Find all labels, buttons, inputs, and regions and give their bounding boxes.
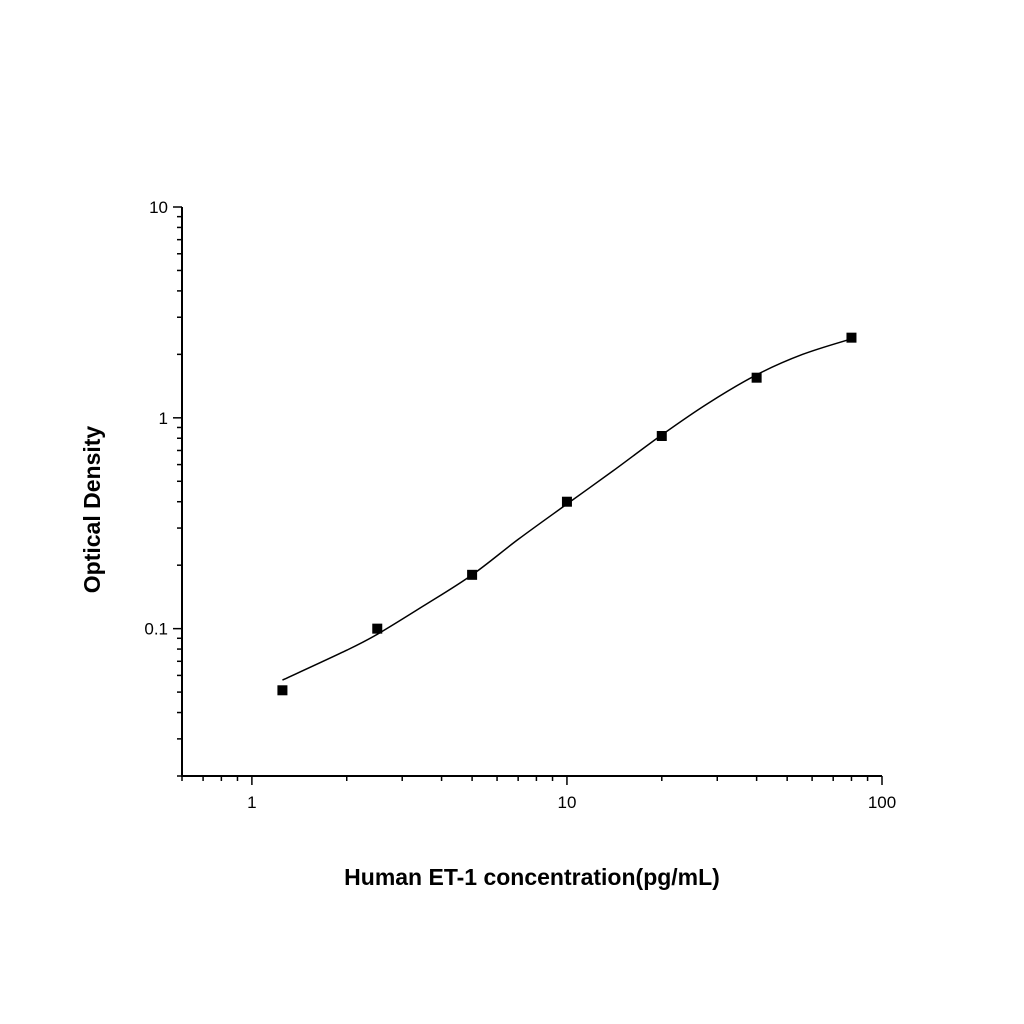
y-tick-label: 10 [149, 198, 168, 217]
data-point [656, 430, 667, 441]
y-tick-label: 1 [159, 409, 168, 428]
data-point [467, 569, 478, 580]
x-axis-title: Human ET-1 concentration(pg/mL) [344, 864, 720, 890]
fit-curve [282, 338, 852, 681]
axes: 0.1 1 10 1 10 100 [144, 198, 896, 812]
data-points-layer [277, 332, 857, 696]
fit-curve-layer [282, 338, 852, 681]
data-point [372, 623, 383, 634]
y-axis-title: Optical Density [79, 426, 105, 594]
x-tick-label: 1 [247, 793, 256, 812]
x-tick-label: 100 [868, 793, 896, 812]
y-tick-label: 0.1 [144, 620, 168, 639]
data-point [846, 332, 857, 343]
data-point [561, 496, 572, 507]
data-point [277, 685, 288, 696]
data-point [751, 372, 762, 383]
x-tick-label: 10 [557, 793, 576, 812]
y-axis-ticks: 0.1 1 10 [144, 198, 182, 777]
x-axis-ticks: 1 10 100 [181, 776, 896, 812]
